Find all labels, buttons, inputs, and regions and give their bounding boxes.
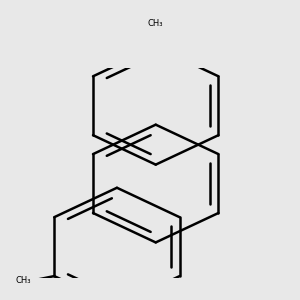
Text: CH₃: CH₃ [16,276,31,285]
Text: CH₃: CH₃ [148,19,164,28]
